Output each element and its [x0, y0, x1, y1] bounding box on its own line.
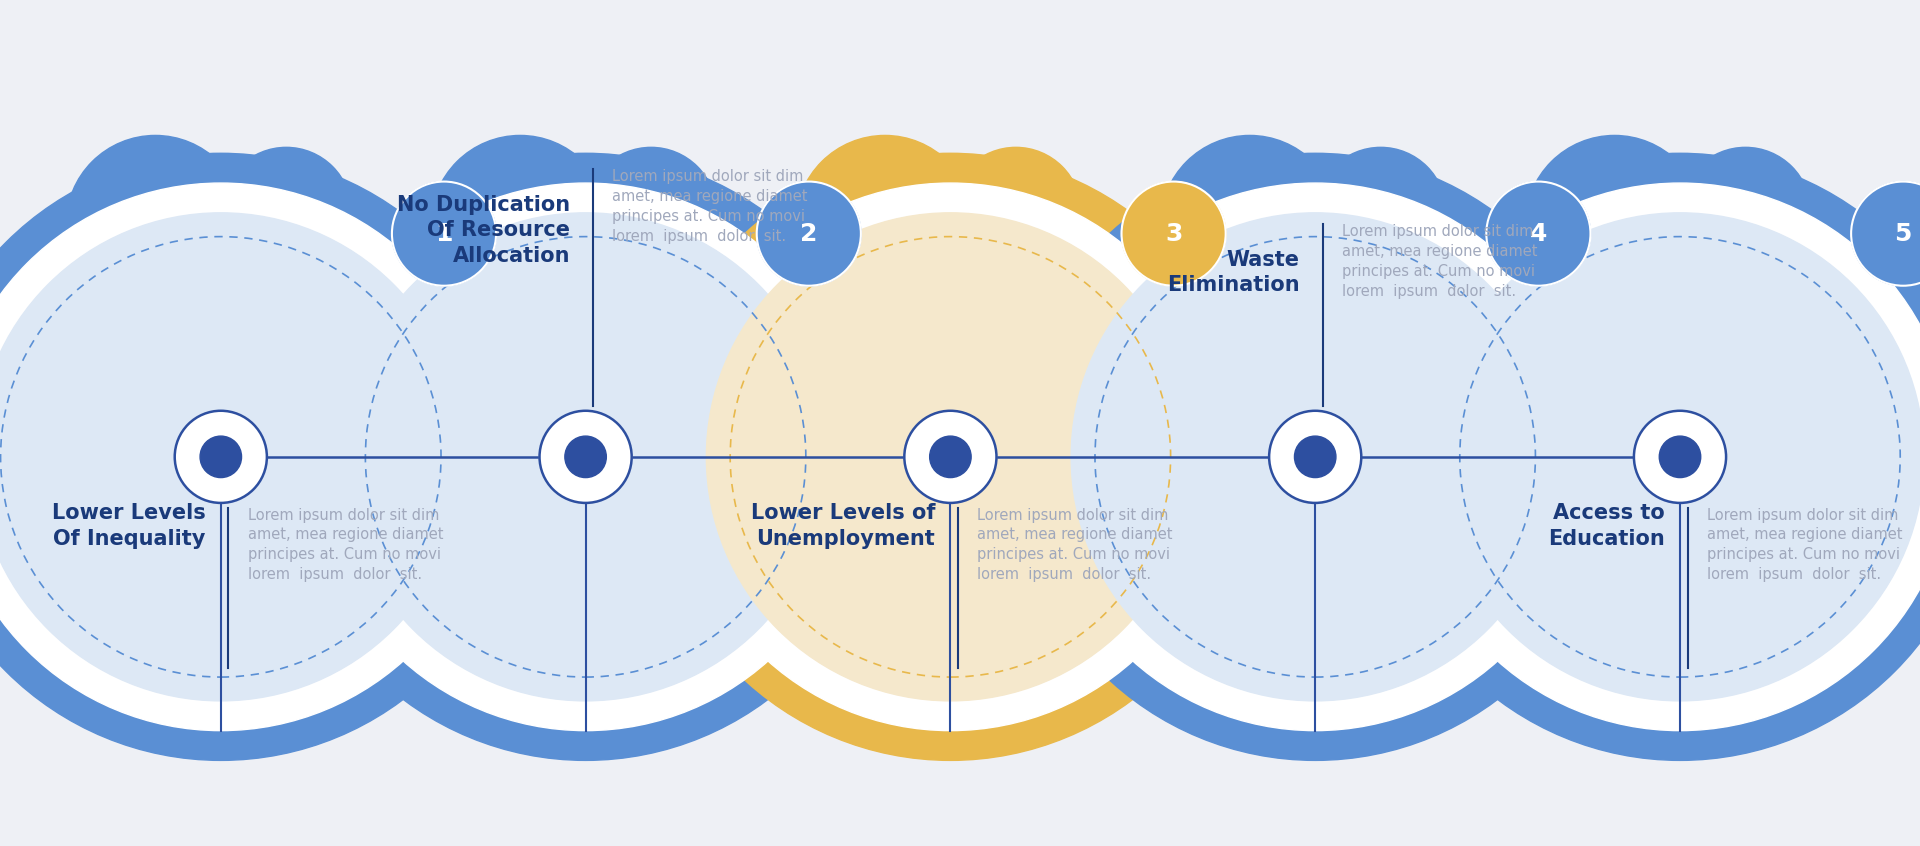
Ellipse shape	[1071, 213, 1559, 700]
Ellipse shape	[1405, 183, 1920, 731]
Ellipse shape	[0, 213, 465, 700]
Ellipse shape	[1524, 135, 1703, 314]
Ellipse shape	[795, 135, 973, 314]
Text: Lorem ipsum dolor sit dim
amet, mea regione diamet
principes at. Cum no movi
lor: Lorem ipsum dolor sit dim amet, mea regi…	[977, 508, 1173, 582]
Ellipse shape	[221, 147, 351, 278]
Ellipse shape	[1680, 147, 1811, 278]
Ellipse shape	[676, 183, 1225, 731]
Ellipse shape	[564, 436, 607, 478]
Ellipse shape	[1851, 182, 1920, 286]
Ellipse shape	[342, 213, 829, 700]
Ellipse shape	[540, 411, 632, 503]
Text: Lorem ipsum dolor sit dim
amet, mea regione diamet
principes at. Cum no movi
lor: Lorem ipsum dolor sit dim amet, mea regi…	[1707, 508, 1903, 582]
Text: Access to
Education: Access to Education	[1548, 503, 1665, 549]
Ellipse shape	[1269, 411, 1361, 503]
Text: Lorem ipsum dolor sit dim
amet, mea regione diamet
principes at. Cum no movi
lor: Lorem ipsum dolor sit dim amet, mea regi…	[1342, 224, 1538, 299]
Ellipse shape	[1294, 436, 1336, 478]
Ellipse shape	[950, 147, 1081, 278]
Ellipse shape	[65, 135, 244, 314]
Text: No Duplication
Of Resource
Allocation: No Duplication Of Resource Allocation	[397, 195, 570, 266]
Ellipse shape	[647, 153, 1254, 761]
Ellipse shape	[1659, 436, 1701, 478]
Ellipse shape	[756, 182, 860, 286]
Ellipse shape	[311, 183, 860, 731]
Ellipse shape	[1436, 213, 1920, 700]
Ellipse shape	[430, 135, 609, 314]
Ellipse shape	[586, 147, 716, 278]
Text: 3: 3	[1165, 222, 1183, 245]
Ellipse shape	[1634, 411, 1726, 503]
Text: Lorem ipsum dolor sit dim
amet, mea regione diamet
principes at. Cum no movi
lor: Lorem ipsum dolor sit dim amet, mea regi…	[612, 169, 808, 244]
Text: 2: 2	[801, 222, 818, 245]
Ellipse shape	[392, 182, 495, 286]
Ellipse shape	[0, 153, 524, 761]
Text: Lower Levels
Of Inequality: Lower Levels Of Inequality	[52, 503, 205, 549]
Text: Waste
Elimination: Waste Elimination	[1167, 250, 1300, 295]
Text: 5: 5	[1895, 222, 1912, 245]
Ellipse shape	[1486, 182, 1590, 286]
Ellipse shape	[0, 183, 495, 731]
Ellipse shape	[1012, 153, 1619, 761]
Ellipse shape	[200, 436, 242, 478]
Ellipse shape	[1377, 153, 1920, 761]
Ellipse shape	[175, 411, 267, 503]
Text: Lorem ipsum dolor sit dim
amet, mea regione diamet
principes at. Cum no movi
lor: Lorem ipsum dolor sit dim amet, mea regi…	[248, 508, 444, 582]
Ellipse shape	[707, 213, 1194, 700]
Ellipse shape	[929, 436, 972, 478]
Text: Lower Levels of
Unemployment: Lower Levels of Unemployment	[751, 503, 935, 549]
Ellipse shape	[282, 153, 889, 761]
Ellipse shape	[904, 411, 996, 503]
Text: 1: 1	[436, 222, 453, 245]
Ellipse shape	[1121, 182, 1225, 286]
Ellipse shape	[1041, 183, 1590, 731]
Text: 4: 4	[1530, 222, 1548, 245]
Ellipse shape	[1315, 147, 1446, 278]
Ellipse shape	[1160, 135, 1338, 314]
